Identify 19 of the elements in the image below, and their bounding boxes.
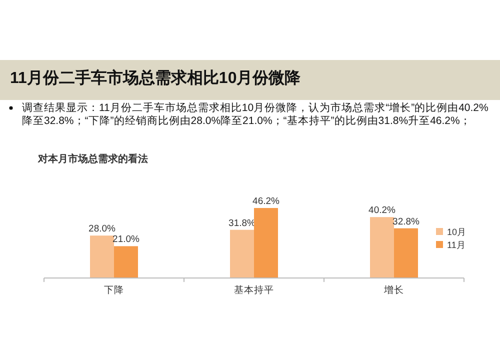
legend-label: 10月 — [447, 227, 466, 237]
data-label: 28.0% — [88, 224, 116, 235]
text: 对本月市场总需求的看法 — [37, 153, 148, 165]
data-label: 32.8% — [392, 216, 420, 228]
bar — [230, 230, 254, 278]
bar — [90, 236, 114, 278]
data-label: 40.2% — [368, 205, 396, 216]
data-label: 46.2% — [252, 196, 280, 207]
bar — [254, 208, 278, 278]
legend-label: 11月 — [447, 240, 466, 250]
chart-subtitle: 调查结果显示：11月份二手车市场总需求相比10月份微降，认为市场总需求“增长”的比例由40.2%降至32.8%；“下降”的经销商比例由28.0%降至21.0%；“基本持平”的比例由31.8%升至46.2%； — [21, 102, 490, 128]
chart-title: 11月份二手车市场总需求相比10月份微降 — [10, 68, 301, 89]
bar — [370, 217, 394, 278]
x-tick-label: 增长 — [383, 284, 404, 296]
data-label: 21.0% — [112, 234, 140, 246]
bar — [394, 228, 418, 278]
x-tick-label: 基本持平 — [234, 284, 274, 296]
bar — [114, 246, 138, 278]
x-tick-label: 下降 — [104, 284, 124, 296]
